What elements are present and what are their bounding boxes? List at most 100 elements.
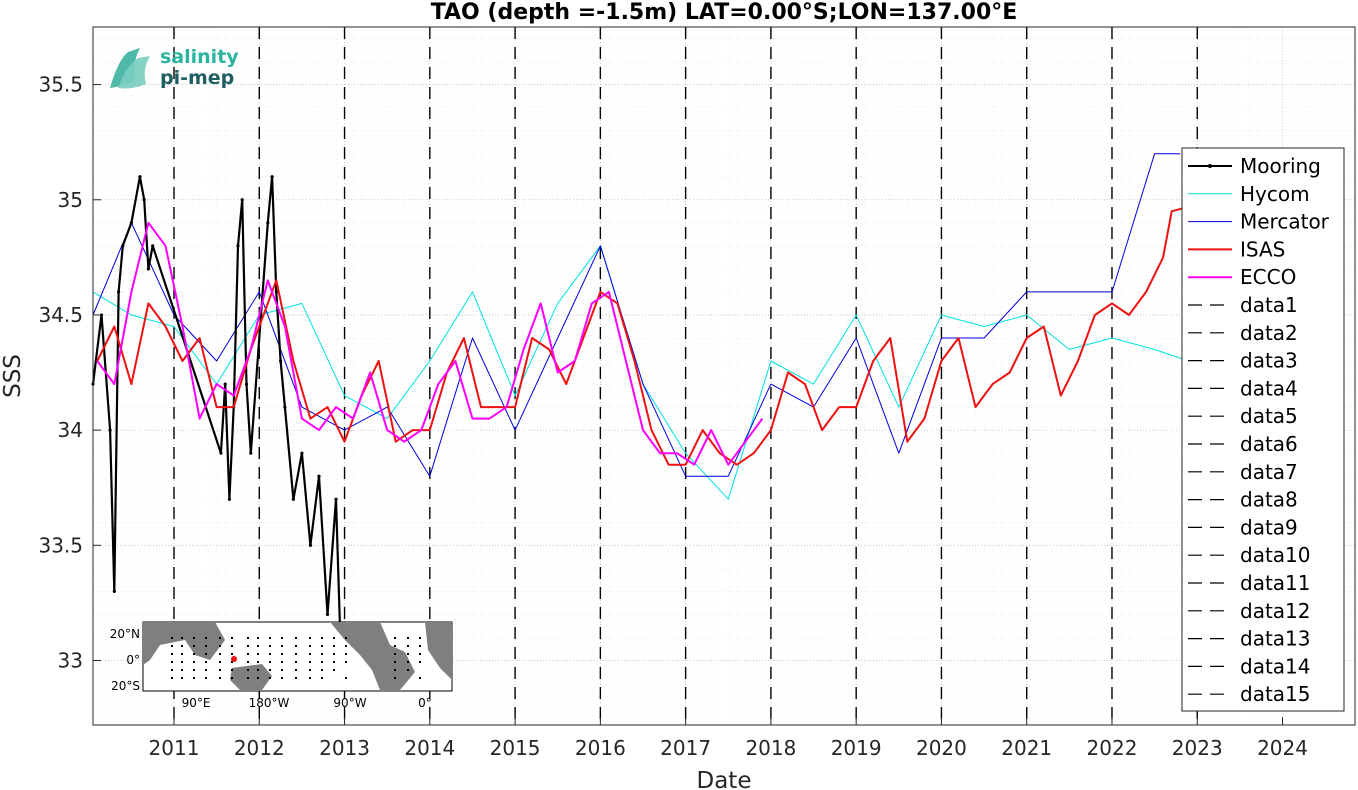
map-station-dot — [247, 637, 249, 639]
map-station-dot — [205, 661, 207, 663]
legend-entry: Hycom — [1188, 182, 1310, 206]
map-station-dot — [295, 653, 297, 655]
map-station-dot — [281, 637, 283, 639]
legend-entry: data4 — [1188, 376, 1298, 400]
map-station-dot — [193, 653, 195, 655]
logo-wave-icon-2 — [118, 56, 150, 89]
legend-entry: data13 — [1188, 627, 1311, 651]
map-xlabel-0: 0° — [418, 696, 432, 710]
map-ylabel-north: 20°N — [110, 627, 140, 641]
mooring-point — [266, 221, 270, 225]
map-station-dot — [257, 653, 259, 655]
map-xlabel-90w: 90°W — [333, 696, 366, 710]
map-station-dot — [407, 645, 409, 647]
legend-label: Mercator — [1240, 210, 1330, 234]
legend-entry: data2 — [1188, 321, 1298, 345]
map-station-dot — [193, 669, 195, 671]
map-station-dot — [309, 637, 311, 639]
map-station-dot — [247, 669, 249, 671]
x-ticks: 2011 2012 2013 2014 2015 2016 2017 2018 2019 2020… — [149, 717, 1308, 760]
mooring-point — [219, 451, 223, 455]
map-station-dot — [269, 637, 271, 639]
map-station-dot — [407, 637, 409, 639]
mooring-point — [121, 244, 125, 248]
map-station-dot — [419, 637, 421, 639]
y-tick-label: 35 — [58, 188, 83, 212]
y-axis-label: SSS — [0, 354, 26, 398]
y-tick-label: 33.5 — [38, 533, 83, 557]
map-station-dot — [281, 661, 283, 663]
map-station-dot — [257, 669, 259, 671]
legend-label: data3 — [1240, 349, 1298, 373]
legend-entry: ECCO — [1188, 265, 1296, 289]
map-station-dot — [231, 677, 233, 679]
map-station-dot — [205, 637, 207, 639]
y-tick-label: 33 — [58, 648, 83, 672]
plot-frame — [92, 26, 1356, 726]
map-station-dot — [333, 637, 335, 639]
map-xlabel-90e: 90°E — [182, 696, 211, 710]
legend: Mooring Hycom Mercator ISAS ECCO data1 data2 da… — [1181, 147, 1345, 712]
map-station-dot — [205, 677, 207, 679]
inset-map: 20°N 0° 20°S 90°E 180°W 90°W 0° — [110, 621, 453, 710]
mooring-point — [146, 267, 151, 271]
map-station-dot — [193, 645, 195, 647]
map-station-dot — [281, 669, 283, 671]
map-station-dot — [231, 645, 233, 647]
map-station-dot — [419, 661, 421, 663]
map-station-dot — [407, 669, 409, 671]
map-station-dot — [394, 677, 396, 679]
map-station-dot — [309, 669, 311, 671]
map-station-dot — [345, 653, 347, 655]
legend-label: data7 — [1240, 460, 1298, 484]
mooring-point — [291, 497, 295, 501]
mooring-point — [142, 198, 146, 202]
legend-box — [1181, 147, 1345, 712]
mooring-point — [240, 198, 244, 202]
map-station-dot — [269, 661, 271, 663]
y-tick-label: 35.5 — [38, 73, 83, 97]
map-station-dot — [333, 653, 335, 655]
map-station-dot — [333, 661, 335, 663]
map-station-dot — [419, 677, 421, 679]
map-station-dot — [295, 637, 297, 639]
series-line-mercator — [92, 153, 1181, 477]
map-station-dot — [309, 653, 311, 655]
series-group — [91, 153, 1189, 640]
legend-label: data11 — [1240, 571, 1311, 595]
map-station-dot — [193, 661, 195, 663]
map-ylabel-eq: 0° — [126, 653, 140, 667]
map-station-dot — [247, 645, 249, 647]
map-land-australia — [230, 664, 272, 690]
legend-label: Mooring — [1240, 154, 1321, 178]
map-station-dot — [321, 661, 323, 663]
legend-label: Hycom — [1240, 182, 1310, 206]
map-station-dot — [257, 645, 259, 647]
x-tick-label: 2015 — [490, 736, 541, 760]
legend-label: data5 — [1240, 404, 1298, 428]
map-station-dot — [231, 669, 233, 671]
map-station-dot — [205, 645, 207, 647]
series-line-ecco — [96, 221, 764, 466]
legend-label: data12 — [1240, 599, 1311, 623]
legend-label: data13 — [1240, 627, 1311, 651]
map-station-dot — [231, 637, 233, 639]
legend-entry: data12 — [1188, 599, 1311, 623]
map-station-dot — [394, 661, 396, 663]
y-tick-label: 34.5 — [38, 303, 83, 327]
map-station-dot — [419, 645, 421, 647]
map-station-dot — [269, 653, 271, 655]
map-station-dot — [281, 677, 283, 679]
mooring-point — [308, 543, 313, 547]
legend-entry: Mooring — [1188, 154, 1321, 178]
x-tick-label: 2020 — [916, 736, 967, 760]
map-station-dot — [309, 661, 311, 663]
map-station-dot — [171, 645, 173, 647]
logo-line1: salinity — [160, 46, 239, 68]
x-tick-label: 2016 — [575, 736, 626, 760]
map-station-dot — [407, 661, 409, 663]
x-tick-label: 2012 — [234, 736, 285, 760]
x-tick-label: 2024 — [1257, 736, 1308, 760]
map-xlabel-180w: 180°W — [249, 696, 290, 710]
